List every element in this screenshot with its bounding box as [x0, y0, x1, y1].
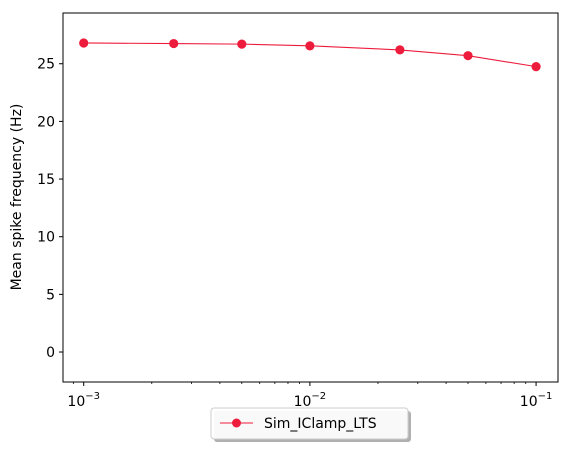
y-tick-label: 20 [37, 114, 55, 130]
data-point [531, 62, 541, 72]
legend[interactable]: Sim_IClamp_LTS [210, 407, 411, 442]
y-axis-title: Mean spike frequency (Hz) [9, 104, 25, 291]
y-tick-label: 10 [37, 230, 55, 246]
legend-label: Sim_IClamp_LTS [264, 416, 377, 432]
data-point [79, 38, 89, 48]
y-tick-label: 15 [37, 172, 55, 188]
data-point [237, 39, 247, 49]
legend-marker-swatch [232, 418, 241, 428]
plot-frame [62, 12, 559, 383]
data-point [463, 51, 473, 61]
x-tick-label: 10−3 [67, 391, 100, 410]
plot-background [63, 13, 558, 382]
series-layer [79, 38, 541, 72]
data-point [305, 41, 315, 51]
y-tick-label: 0 [46, 345, 55, 361]
x-tick-label: 10−2 [294, 391, 327, 410]
x-tick-label: 10−1 [520, 391, 553, 410]
y-axis: 0 5 10 15 20 25 [37, 57, 63, 361]
data-point [169, 38, 179, 49]
y-tick-label: 25 [37, 57, 55, 73]
x-axis: 10−3 10−2 10−1 [67, 382, 552, 410]
y-tick-label: 5 [46, 287, 55, 303]
data-point [395, 45, 405, 55]
legend-box [210, 407, 409, 440]
